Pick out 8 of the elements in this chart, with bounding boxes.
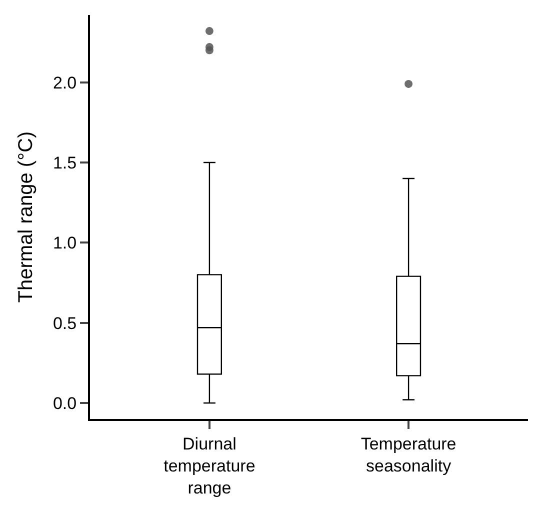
x-tick-label: Temperature seasonality (360, 434, 456, 476)
y-tick-label: 0.5 (52, 314, 77, 333)
y-tick-label: 2.0 (52, 73, 77, 92)
y-tick-label: 1.0 (52, 234, 77, 253)
y-axis-title: Thermal range (°C) (14, 131, 37, 303)
y-tick-label: 0.0 (52, 394, 77, 413)
y-tick-label: 1.5 (52, 153, 77, 172)
x-tick-label: Diurnal temperature range (164, 434, 256, 498)
